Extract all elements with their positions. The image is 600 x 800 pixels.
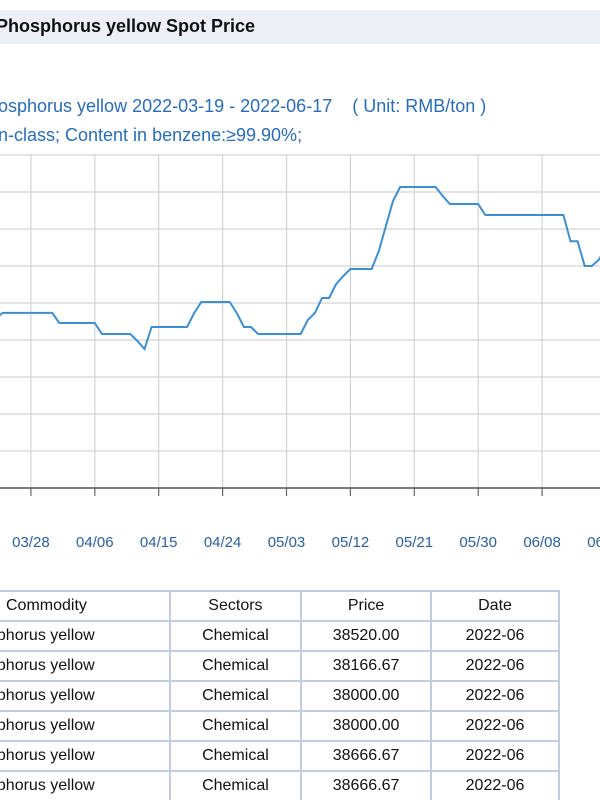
x-tick-label: 06/08 xyxy=(523,534,561,551)
x-tick-label: 04/24 xyxy=(204,534,242,551)
x-tick-label: 04/15 xyxy=(140,534,178,551)
price-line xyxy=(0,186,600,351)
x-tick-label: 05/03 xyxy=(268,534,306,551)
table-cell: 2022-06 xyxy=(430,770,560,800)
chart-subtitle: n-class; Content in benzene:≥99.90%; xyxy=(0,125,302,145)
table-cell: 2022-06 xyxy=(430,620,560,652)
table-cell: 2022-06 xyxy=(430,740,560,772)
table-cell: Chemical xyxy=(168,680,303,712)
x-tick-label: 05/21 xyxy=(396,534,434,551)
table-cell: osphorus yellow xyxy=(0,770,171,800)
table-cell: 2022-06 xyxy=(430,680,560,712)
table-cell: Chemical xyxy=(168,740,303,772)
x-tick-label: 03/28 xyxy=(12,534,50,551)
chart: Phosphorus yellow Spot Price osphorus ye… xyxy=(0,10,600,551)
table-cell: osphorus yellow xyxy=(0,650,171,682)
table-cell: Chemical xyxy=(168,620,303,652)
table-cell: 38166.67 xyxy=(300,650,433,682)
table-cell: 2022-06 xyxy=(430,710,560,742)
table-cell: osphorus yellow xyxy=(0,620,171,652)
column-header: Sectors xyxy=(168,590,303,622)
table-cell: osphorus yellow xyxy=(0,710,171,742)
table-cell: osphorus yellow xyxy=(0,680,171,712)
header-bar xyxy=(0,10,600,44)
table-cell: Chemical xyxy=(168,650,303,682)
x-tick-label: 05/12 xyxy=(332,534,370,551)
chart-title: osphorus yellow 2022-03-19 - 2022-06-17 … xyxy=(0,96,486,116)
column-header: Commodity xyxy=(0,590,171,622)
table-cell: 38000.00 xyxy=(300,710,433,742)
x-tick-label: 06/17 xyxy=(587,534,600,551)
page-title: Phosphorus yellow Spot Price xyxy=(0,16,255,36)
table-cell: osphorus yellow xyxy=(0,740,171,772)
x-tick-label: 04/06 xyxy=(76,534,114,551)
table-cell: 38666.67 xyxy=(300,770,433,800)
x-tick-label: 05/30 xyxy=(459,534,497,551)
table-cell: 38520.00 xyxy=(300,620,433,652)
table-header: Commodity Sectors Price Date xyxy=(0,590,560,622)
table-cell: Chemical xyxy=(168,710,303,742)
table-cell: 2022-06 xyxy=(430,650,560,682)
column-header: Price xyxy=(300,590,433,622)
table-cell: 38000.00 xyxy=(300,680,433,712)
table-cell: Chemical xyxy=(168,770,303,800)
table-cell: 38666.67 xyxy=(300,740,433,772)
column-header: Date xyxy=(430,590,560,622)
